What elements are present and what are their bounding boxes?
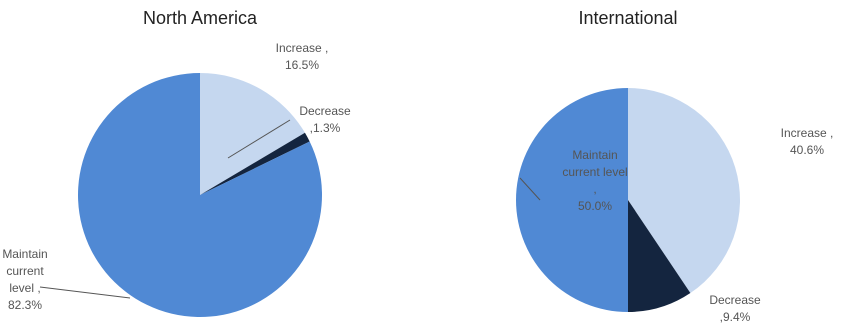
slice-label: Decrease xyxy=(299,104,351,118)
pie-slice xyxy=(516,88,628,312)
value-label: 82.3% xyxy=(7,298,43,312)
pie-slice xyxy=(200,73,305,195)
slice-label: Maintain current level , xyxy=(2,247,48,295)
slice-label: Maintain current level , xyxy=(562,148,628,196)
chart-title: International xyxy=(578,8,678,28)
pie-slice xyxy=(628,88,740,294)
value-label: 50.0% xyxy=(577,199,613,213)
pie-slice xyxy=(77,73,322,317)
leader-line xyxy=(39,286,131,299)
leader-line xyxy=(519,177,541,201)
value-label: ,9.4% xyxy=(719,310,751,324)
pie-slice xyxy=(200,132,310,195)
value-label: 16.5% xyxy=(284,58,320,72)
slice-label: Increase , xyxy=(275,41,329,55)
slice-label: Increase , xyxy=(780,126,834,140)
leader-line xyxy=(227,119,291,159)
pie-slice xyxy=(628,200,691,312)
slice-label: Decrease xyxy=(709,293,761,307)
chart-title: North America xyxy=(142,8,258,28)
value-label: 40.6% xyxy=(789,143,825,157)
value-label: ,1.3% xyxy=(309,121,341,135)
